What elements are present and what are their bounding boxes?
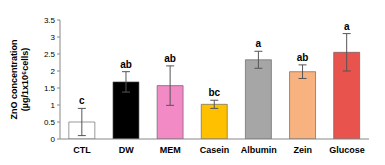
svg-text:Zein: Zein [294,145,313,155]
svg-text:ZnO concentration(µg/1x10⁶cell: ZnO concentration(µg/1x10⁶cells) [9,39,30,119]
svg-text:Albumin: Albumin [241,145,277,155]
svg-text:a: a [344,21,350,32]
svg-text:ab: ab [164,53,176,64]
svg-text:ab: ab [120,59,132,70]
svg-text:2: 2 [51,67,56,76]
svg-text:Glucose: Glucose [329,145,365,155]
svg-text:ab: ab [297,52,309,63]
svg-text:c: c [79,95,85,106]
svg-text:bc: bc [208,87,220,98]
svg-text:Casein: Casein [200,145,230,155]
svg-text:0.5: 0.5 [44,118,56,127]
svg-text:3.5: 3.5 [44,16,56,25]
svg-text:a: a [256,38,262,49]
svg-text:3: 3 [51,33,56,42]
svg-text:DW: DW [119,145,134,155]
svg-text:1: 1 [51,101,56,110]
svg-text:MEM: MEM [160,145,181,155]
svg-text:1.5: 1.5 [44,84,56,93]
svg-text:0: 0 [51,135,56,144]
svg-text:2.5: 2.5 [44,50,56,59]
svg-text:CTL: CTL [73,145,91,155]
